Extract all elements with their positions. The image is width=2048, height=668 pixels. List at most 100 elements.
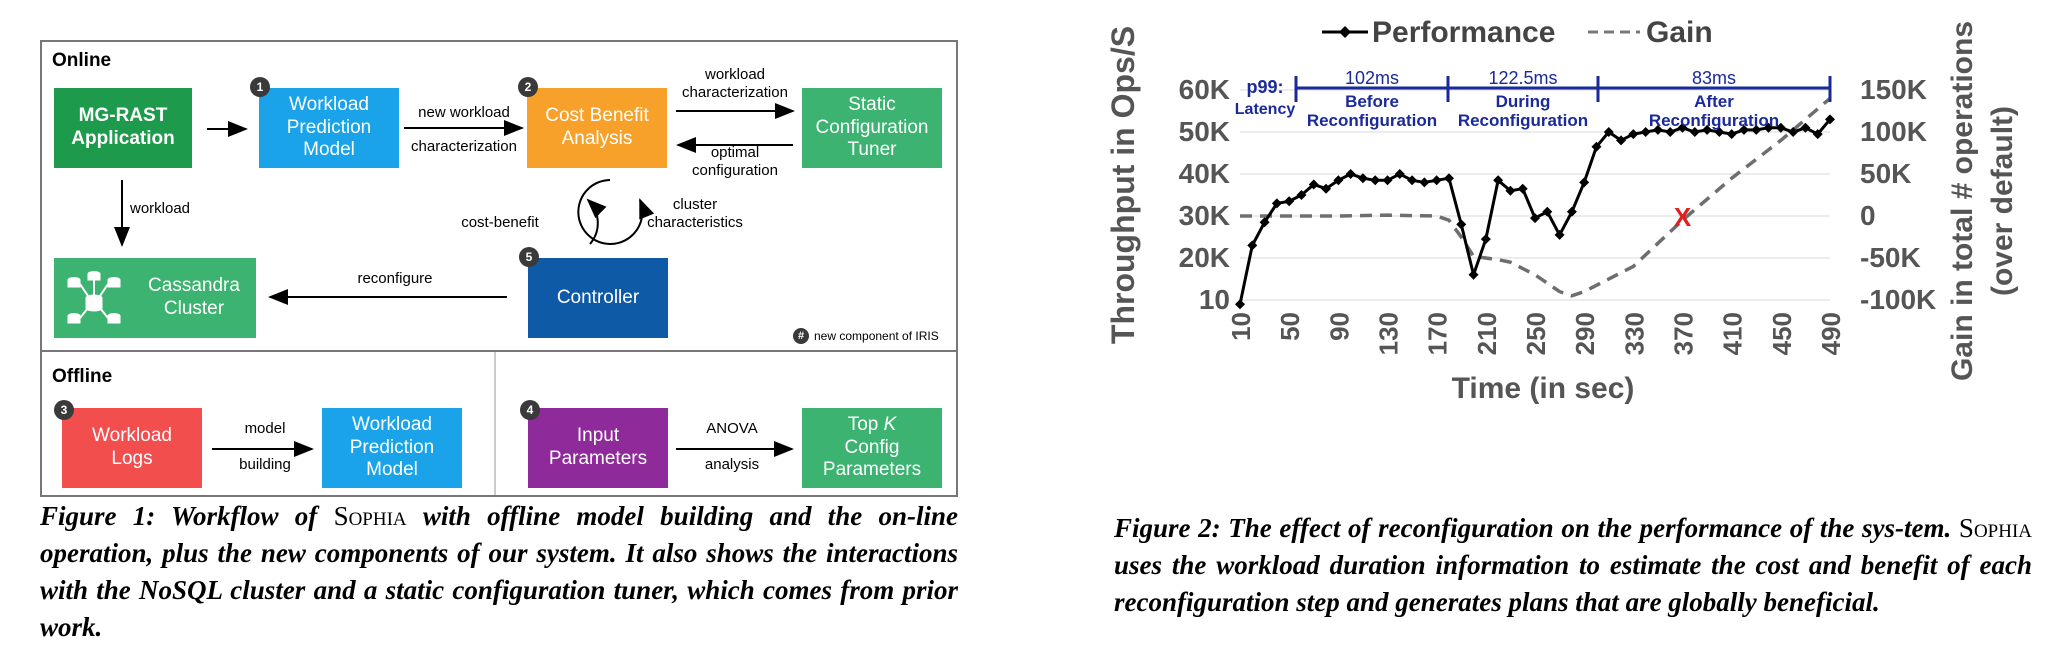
latency-after-reconf-label: Reconfiguration <box>1649 111 1779 130</box>
latency-after-ms: 83ms <box>1692 68 1736 88</box>
component-number-3: 3 <box>54 400 74 420</box>
label-reconfigure: reconfigure <box>357 270 433 287</box>
label-model: model <box>244 420 286 437</box>
performance-point <box>1308 179 1319 190</box>
legend-performance-marker <box>1339 26 1351 38</box>
figure1-caption-sophia: Sophia <box>333 501 407 531</box>
performance-point <box>1493 175 1504 186</box>
cost-benefit-analysis-box: Cost Benefit Analysis <box>527 88 667 168</box>
figure1-frame <box>40 40 958 497</box>
figure2-caption: Figure 2: The effect of reconfiguration … <box>1114 510 2032 621</box>
y2-tick-label: -100K <box>1860 284 1936 315</box>
legend-gain-label: Gain <box>1646 20 1713 49</box>
label-anova: ANOVA <box>706 420 758 437</box>
workload-logs-box: Workload Logs <box>62 408 202 488</box>
performance-point <box>1284 196 1295 207</box>
performance-point <box>1517 183 1528 194</box>
performance-point <box>1665 127 1676 137</box>
latency-label: Latency <box>1235 101 1296 118</box>
online-offline-divider <box>40 350 958 352</box>
y-tick-label: 40K <box>1179 158 1230 189</box>
performance-point <box>1542 206 1553 217</box>
database-cluster-icon <box>67 271 121 324</box>
y2-tick-label: 150K <box>1860 74 1927 105</box>
performance-point <box>1480 234 1491 245</box>
performance-point <box>1468 269 1479 280</box>
figure2-caption-b: uses the workload duration information t… <box>1114 550 2032 617</box>
performance-point <box>1431 175 1442 186</box>
y2-tick-label: 100K <box>1860 116 1927 147</box>
cycle-arrow-1 <box>577 179 655 245</box>
performance-point <box>1603 127 1614 137</box>
x-tick-label: 50 <box>1275 312 1305 341</box>
performance-point <box>1591 141 1602 152</box>
performance-point <box>1825 114 1835 125</box>
performance-point <box>1566 206 1577 217</box>
mgrast-application-box: MG-RAST Application <box>54 88 192 168</box>
x-tick-label: 490 <box>1816 312 1846 355</box>
performance-point <box>1382 175 1393 186</box>
performance-point <box>1530 213 1540 224</box>
legend-number-badge: # <box>793 328 809 344</box>
cycle-arrow-2 <box>586 198 607 245</box>
performance-point <box>1702 124 1713 135</box>
performance-point <box>1271 198 1282 209</box>
y-tick-label: 50K <box>1179 116 1230 147</box>
component-number-4: 4 <box>520 400 540 420</box>
performance-point <box>1763 122 1774 133</box>
x-tick-label: 290 <box>1570 312 1600 355</box>
x-tick-label: 90 <box>1324 312 1354 341</box>
x-tick-label: 330 <box>1619 312 1649 355</box>
legend-performance-label: Performance <box>1372 20 1555 49</box>
performance-point <box>1579 177 1590 188</box>
component-number-1: 1 <box>250 77 270 97</box>
cassandra-cluster-box: Cassandra Cluster <box>54 258 256 338</box>
figure2-caption-a: Figure 2: The effect of reconfiguration … <box>1114 513 1959 543</box>
performance-series-line <box>1238 118 1832 305</box>
performance-point <box>1333 175 1344 186</box>
y2-axis-label-line2: (over default) <box>1986 106 2019 296</box>
performance-point <box>1505 185 1516 196</box>
y-tick-label: 10 <box>1199 284 1230 315</box>
x-axis-label: Time (in sec) <box>1452 372 1635 405</box>
latency-p99-label: p99: <box>1246 77 1283 97</box>
performance-point <box>1628 129 1639 140</box>
performance-point <box>1443 173 1454 184</box>
performance-point <box>1259 217 1270 228</box>
latency-after-label: After <box>1694 92 1734 111</box>
performance-point <box>1714 127 1725 137</box>
x-tick-label: 210 <box>1472 312 1502 355</box>
performance-point <box>1738 124 1749 135</box>
label-building: building <box>239 456 291 473</box>
performance-point <box>1726 129 1737 140</box>
y2-tick-label: 0 <box>1860 200 1876 231</box>
label-cluster-characteristics: cluster characteristics <box>647 196 743 231</box>
performance-point <box>1812 129 1823 140</box>
x-tick-label: 410 <box>1718 312 1748 355</box>
y2-axis-label-line1: Gain in total # operations <box>1946 21 1979 381</box>
online-label: Online <box>52 50 112 71</box>
input-parameters-box: Input Parameters <box>528 408 668 488</box>
figure2-chart: 10 20K 30K 40K 50K 60K -100K -50K 0 50K 100K 150K 10… <box>1110 20 2019 405</box>
performance-point <box>1419 177 1430 188</box>
figure2-caption-sophia: Sophia <box>1958 513 2032 543</box>
top-k-config-parameters-box: Top K Config Parameters <box>802 408 942 488</box>
x-tick-label: 10 <box>1226 312 1256 341</box>
y-axis-label: Throughput in Ops/S <box>1110 26 1141 344</box>
latency-before-label: Before <box>1345 92 1399 111</box>
legend-new-component: new component of IRIS <box>814 329 939 343</box>
performance-point <box>1751 124 1762 135</box>
latency-before-reconf-label: Reconfiguration <box>1307 111 1437 130</box>
latency-before-ms: 102ms <box>1345 68 1399 88</box>
performance-point <box>1800 122 1811 133</box>
performance-point <box>1345 169 1356 179</box>
latency-during-ms: 122.5ms <box>1488 68 1557 88</box>
performance-point <box>1247 240 1258 251</box>
label-cost-benefit: cost-benefit <box>461 214 539 231</box>
performance-point <box>1677 122 1688 133</box>
performance-point <box>1640 127 1651 137</box>
performance-point <box>1235 299 1245 310</box>
component-number-2: 2 <box>518 77 538 97</box>
cassandra-cluster-label: Cassandra Cluster <box>148 275 240 319</box>
label-characterization: characterization <box>411 138 517 155</box>
